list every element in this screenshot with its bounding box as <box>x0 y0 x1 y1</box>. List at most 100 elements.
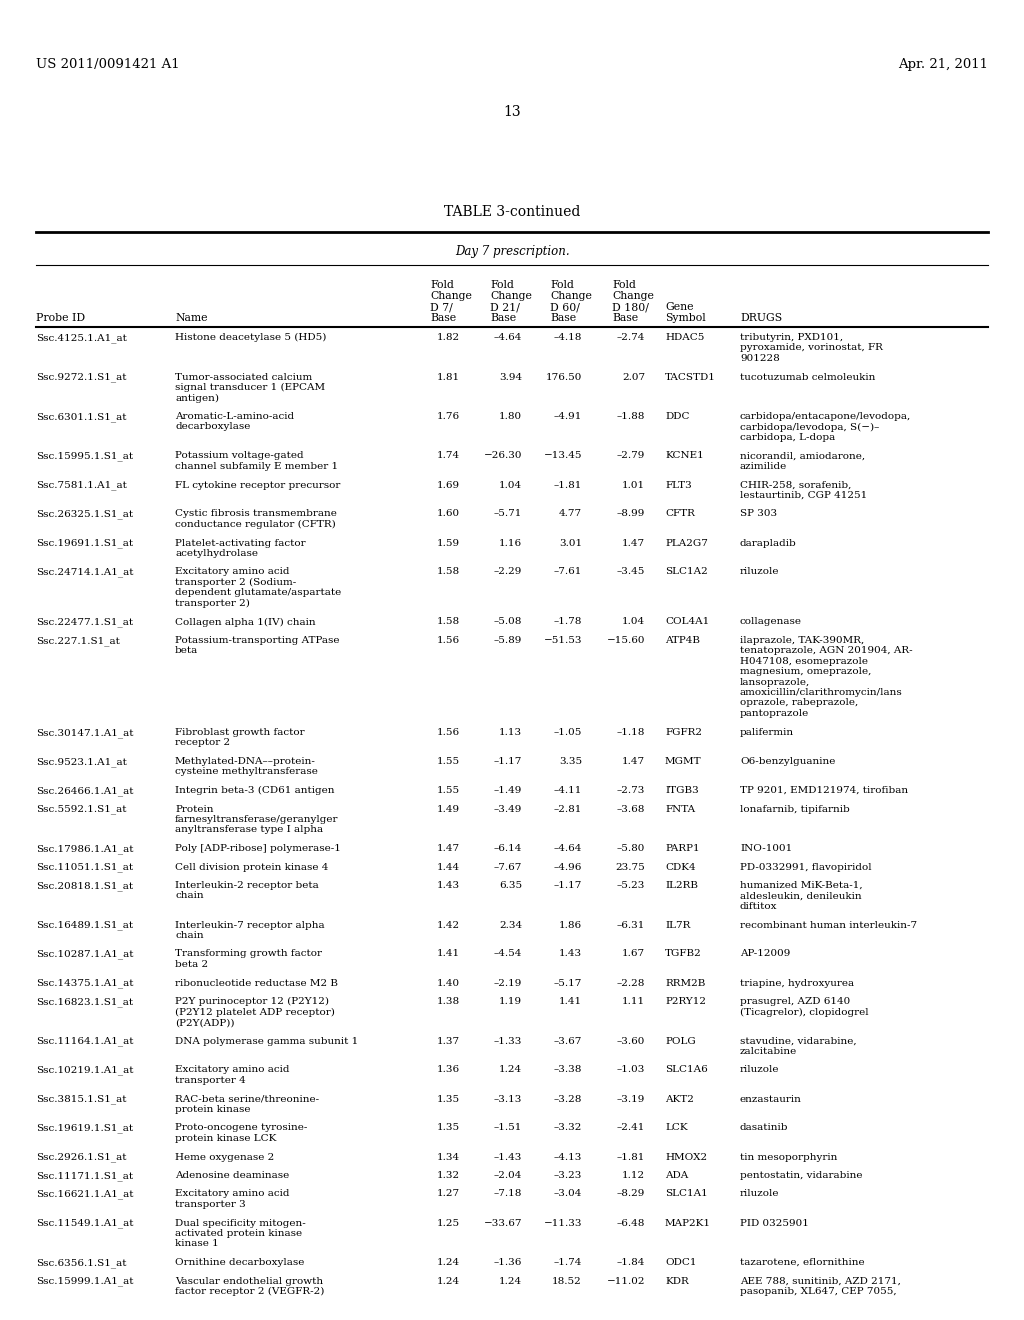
Text: stavudine, vidarabine,
zalcitabine: stavudine, vidarabine, zalcitabine <box>740 1036 857 1056</box>
Text: –1.05: –1.05 <box>554 729 582 737</box>
Text: dasatinib: dasatinib <box>740 1123 788 1133</box>
Text: –2.81: –2.81 <box>554 804 582 813</box>
Text: 1.41: 1.41 <box>437 949 460 958</box>
Text: Gene: Gene <box>665 302 693 312</box>
Text: 1.40: 1.40 <box>437 978 460 987</box>
Text: 1.74: 1.74 <box>437 451 460 461</box>
Text: –5.71: –5.71 <box>494 510 522 519</box>
Text: riluzole: riluzole <box>740 568 779 577</box>
Text: –1.33: –1.33 <box>494 1036 522 1045</box>
Text: 1.24: 1.24 <box>499 1276 522 1286</box>
Text: 1.25: 1.25 <box>437 1218 460 1228</box>
Text: –4.96: –4.96 <box>554 862 582 871</box>
Text: Excitatory amino acid
transporter 2 (Sodium-
dependent glutamate/aspartate
trans: Excitatory amino acid transporter 2 (Sod… <box>175 568 341 609</box>
Text: TP 9201, EMD121974, tirofiban: TP 9201, EMD121974, tirofiban <box>740 785 908 795</box>
Text: –2.19: –2.19 <box>494 978 522 987</box>
Text: Poly [ADP-ribose] polymerase-1: Poly [ADP-ribose] polymerase-1 <box>175 843 341 853</box>
Text: 1.34: 1.34 <box>437 1152 460 1162</box>
Text: Ssc.6356.1.S1_at: Ssc.6356.1.S1_at <box>36 1258 127 1267</box>
Text: ITGB3: ITGB3 <box>665 785 698 795</box>
Text: humanized MiK-Beta-1,
aldesleukin, denileukin
diftitox: humanized MiK-Beta-1, aldesleukin, denil… <box>740 880 862 911</box>
Text: 1.04: 1.04 <box>622 618 645 627</box>
Text: P2RY12: P2RY12 <box>665 997 706 1006</box>
Text: Change: Change <box>490 290 531 301</box>
Text: –7.18: –7.18 <box>494 1189 522 1199</box>
Text: 2.34: 2.34 <box>499 920 522 929</box>
Text: 1.42: 1.42 <box>437 920 460 929</box>
Text: –1.03: –1.03 <box>616 1065 645 1074</box>
Text: Change: Change <box>612 290 654 301</box>
Text: PLA2G7: PLA2G7 <box>665 539 708 548</box>
Text: 2.07: 2.07 <box>622 372 645 381</box>
Text: Ssc.16621.1.A1_at: Ssc.16621.1.A1_at <box>36 1189 133 1199</box>
Text: HDAC5: HDAC5 <box>665 333 705 342</box>
Text: Protein
farnesyltransferase/geranylger
anyltransferase type I alpha: Protein farnesyltransferase/geranylger a… <box>175 804 339 834</box>
Text: KDR: KDR <box>665 1276 689 1286</box>
Text: Heme oxygenase 2: Heme oxygenase 2 <box>175 1152 274 1162</box>
Text: Ssc.3815.1.S1_at: Ssc.3815.1.S1_at <box>36 1094 127 1105</box>
Text: Interleukin-7 receptor alpha
chain: Interleukin-7 receptor alpha chain <box>175 920 325 940</box>
Text: –4.64: –4.64 <box>554 843 582 853</box>
Text: Dual specificity mitogen-
activated protein kinase
kinase 1: Dual specificity mitogen- activated prot… <box>175 1218 306 1249</box>
Text: –5.08: –5.08 <box>494 618 522 627</box>
Text: –2.73: –2.73 <box>616 785 645 795</box>
Text: Ssc.14375.1.A1_at: Ssc.14375.1.A1_at <box>36 978 133 989</box>
Text: AEE 788, sunitinib, AZD 2171,
pasopanib, XL647, CEP 7055,: AEE 788, sunitinib, AZD 2171, pasopanib,… <box>740 1276 901 1296</box>
Text: Apr. 21, 2011: Apr. 21, 2011 <box>898 58 988 71</box>
Text: Excitatory amino acid
transporter 3: Excitatory amino acid transporter 3 <box>175 1189 290 1209</box>
Text: AKT2: AKT2 <box>665 1094 694 1104</box>
Text: PID 0325901: PID 0325901 <box>740 1218 809 1228</box>
Text: 1.43: 1.43 <box>559 949 582 958</box>
Text: Ssc.11051.1.S1_at: Ssc.11051.1.S1_at <box>36 862 133 873</box>
Text: IL2RB: IL2RB <box>665 880 698 890</box>
Text: Platelet-activating factor
acetylhydrolase: Platelet-activating factor acetylhydrola… <box>175 539 305 558</box>
Text: Ssc.17986.1.A1_at: Ssc.17986.1.A1_at <box>36 843 133 854</box>
Text: 1.38: 1.38 <box>437 997 460 1006</box>
Text: −13.45: −13.45 <box>544 451 582 461</box>
Text: 13: 13 <box>503 106 521 119</box>
Text: Base: Base <box>612 313 638 323</box>
Text: –4.54: –4.54 <box>494 949 522 958</box>
Text: enzastaurin: enzastaurin <box>740 1094 802 1104</box>
Text: Change: Change <box>430 290 472 301</box>
Text: Methylated-DNA––protein-
cysteine methyltransferase: Methylated-DNA––protein- cysteine methyl… <box>175 756 317 776</box>
Text: MAP2K1: MAP2K1 <box>665 1218 711 1228</box>
Text: Ssc.16823.1.S1_at: Ssc.16823.1.S1_at <box>36 997 133 1007</box>
Text: –1.81: –1.81 <box>616 1152 645 1162</box>
Text: 1.56: 1.56 <box>437 729 460 737</box>
Text: 1.80: 1.80 <box>499 412 522 421</box>
Text: 1.81: 1.81 <box>437 372 460 381</box>
Text: 1.76: 1.76 <box>437 412 460 421</box>
Text: 23.75: 23.75 <box>615 862 645 871</box>
Text: POLG: POLG <box>665 1036 695 1045</box>
Text: 1.11: 1.11 <box>622 997 645 1006</box>
Text: tin mesoporphyrin: tin mesoporphyrin <box>740 1152 838 1162</box>
Text: ilaprazole, TAK-390MR,
tenatoprazole, AGN 201904, AR-
H047108, esomeprazole
magn: ilaprazole, TAK-390MR, tenatoprazole, AG… <box>740 636 912 718</box>
Text: −11.33: −11.33 <box>544 1218 582 1228</box>
Text: –2.29: –2.29 <box>494 568 522 577</box>
Text: –3.49: –3.49 <box>494 804 522 813</box>
Text: –4.13: –4.13 <box>554 1152 582 1162</box>
Text: PD-0332991, flavopiridol: PD-0332991, flavopiridol <box>740 862 871 871</box>
Text: −15.60: −15.60 <box>606 636 645 645</box>
Text: Base: Base <box>430 313 456 323</box>
Text: Ssc.10287.1.A1_at: Ssc.10287.1.A1_at <box>36 949 133 960</box>
Text: Ssc.20818.1.S1_at: Ssc.20818.1.S1_at <box>36 880 133 891</box>
Text: ATP4B: ATP4B <box>665 636 700 645</box>
Text: CHIR-258, sorafenib,
lestaurtinib, CGP 41251: CHIR-258, sorafenib, lestaurtinib, CGP 4… <box>740 480 867 500</box>
Text: Ssc.24714.1.A1_at: Ssc.24714.1.A1_at <box>36 568 133 577</box>
Text: Proto-oncogene tyrosine-
protein kinase LCK: Proto-oncogene tyrosine- protein kinase … <box>175 1123 307 1143</box>
Text: ribonucleotide reductase M2 B: ribonucleotide reductase M2 B <box>175 978 338 987</box>
Text: –6.14: –6.14 <box>494 843 522 853</box>
Text: Integrin beta-3 (CD61 antigen: Integrin beta-3 (CD61 antigen <box>175 785 335 795</box>
Text: 1.35: 1.35 <box>437 1123 460 1133</box>
Text: –3.23: –3.23 <box>554 1171 582 1180</box>
Text: –5.23: –5.23 <box>616 880 645 890</box>
Text: Cystic fibrosis transmembrane
conductance regulator (CFTR): Cystic fibrosis transmembrane conductanc… <box>175 510 337 529</box>
Text: –5.17: –5.17 <box>554 978 582 987</box>
Text: Ssc.11171.1.S1_at: Ssc.11171.1.S1_at <box>36 1171 133 1180</box>
Text: Ssc.19691.1.S1_at: Ssc.19691.1.S1_at <box>36 539 133 548</box>
Text: INO-1001: INO-1001 <box>740 843 793 853</box>
Text: Day 7 prescription.: Day 7 prescription. <box>455 246 569 257</box>
Text: Ssc.26325.1.S1_at: Ssc.26325.1.S1_at <box>36 510 133 519</box>
